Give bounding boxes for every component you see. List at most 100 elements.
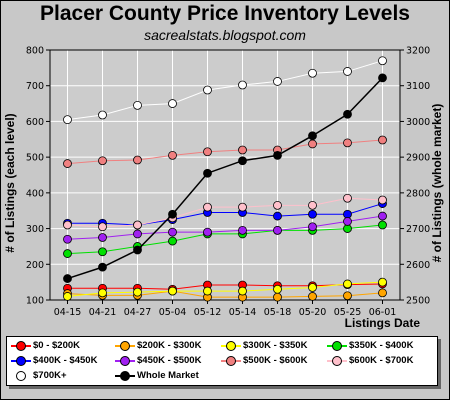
legend-label: $0 - $200K (33, 340, 81, 351)
data-point (203, 85, 212, 95)
data-point (203, 202, 212, 212)
data-point (238, 156, 247, 166)
legend-item: $200K - $300K (115, 339, 201, 353)
data-point (168, 209, 177, 219)
series-line (67, 197, 383, 228)
series-line (67, 224, 383, 255)
data-point (343, 291, 352, 301)
legend-item: $500K - $600K (221, 354, 307, 368)
data-point (238, 225, 247, 235)
y2-axis-label: # of Listings (whole market) (430, 104, 444, 263)
legend-swatch (221, 339, 241, 353)
data-point (98, 156, 107, 166)
data-point (203, 168, 212, 178)
data-point (63, 220, 72, 230)
y2-tick-label: 2700 (406, 224, 430, 235)
data-point (378, 56, 387, 66)
y-tick-label: 200 (26, 260, 44, 271)
legend-item: $700K+ (11, 369, 67, 383)
data-point (273, 200, 282, 210)
line-chart: 100 200 300 400 500 600 700 800 2500 2600 2700 2800… (3, 46, 444, 331)
data-point (63, 249, 72, 258)
data-point (273, 77, 282, 86)
y-tick-label: 400 (26, 188, 44, 199)
x-axis-label: Listings Date (345, 316, 421, 330)
chart-subtitle: sacrealstats.blogspot.com (144, 27, 306, 43)
y-tick-label: 800 (26, 46, 44, 57)
series-line (67, 60, 383, 121)
y2-tick-label: 3000 (406, 117, 430, 128)
data-point (168, 150, 177, 160)
plot-border (49, 49, 401, 301)
data-point (63, 115, 72, 125)
legend-label: $600K - $700K (349, 355, 414, 366)
data-point (308, 222, 317, 232)
data-point (133, 229, 142, 239)
legend-item: Whole Market (115, 369, 199, 383)
legend-swatch (221, 354, 241, 368)
data-point (203, 227, 212, 237)
legend-item: $300K - $350K (221, 339, 307, 353)
series-line (67, 290, 383, 298)
legend-item: $450K - $500K (115, 354, 201, 368)
legend-item: $400K - $450K (11, 354, 97, 368)
y-tick-label: 100 (26, 296, 44, 307)
legend-item: $600K - $700K (327, 354, 413, 368)
data-point (238, 286, 247, 296)
x-tick-label: 05-12 (194, 307, 222, 318)
data-point (378, 220, 387, 230)
legend-marker (226, 356, 236, 366)
data-point (168, 236, 177, 246)
data-point (98, 262, 107, 272)
legend-marker (120, 341, 130, 351)
legend-label: $300K - $350K (243, 340, 308, 351)
legend-marker (226, 341, 236, 351)
data-point (98, 110, 107, 120)
data-point (378, 73, 387, 83)
data-point (308, 292, 317, 301)
legend-swatch (327, 354, 347, 368)
x-tick-label: 05-18 (264, 307, 292, 318)
data-point (273, 211, 282, 221)
data-point (63, 234, 72, 244)
data-point (98, 288, 107, 298)
data-point (308, 200, 317, 210)
data-point (308, 131, 317, 141)
data-point (63, 292, 72, 301)
y-axis-label: # of Listings (each level) (3, 113, 17, 252)
data-point (203, 147, 212, 157)
legend-swatch (115, 369, 135, 383)
series-line (67, 281, 383, 297)
y2-tick-label: 2600 (406, 260, 430, 271)
data-point (133, 155, 142, 165)
y-tick-label: 300 (26, 224, 44, 235)
data-point (273, 292, 282, 302)
data-point (378, 195, 387, 205)
chart-legend: $0 - $200K $200K - $300K $300K - $350K $350… (6, 336, 438, 386)
plot-background (50, 50, 400, 300)
legend-marker (16, 341, 26, 351)
legend-label: $350K - $400K (349, 340, 414, 351)
y-tick-label: 700 (26, 81, 44, 92)
y2-tick-label: 3200 (406, 46, 430, 57)
x-tick-label: 04-21 (89, 307, 117, 318)
legend-item: $350K - $400K (327, 339, 413, 353)
y-tick-label: 600 (26, 117, 44, 128)
data-point (378, 211, 387, 221)
series-line (67, 215, 383, 240)
legend-marker (332, 356, 342, 366)
x-tick-label: 04-15 (54, 307, 82, 318)
chart-title: Placer County Price Inventory Levels (40, 2, 410, 25)
series-line (67, 77, 384, 280)
data-point (378, 288, 387, 298)
data-point (308, 283, 317, 292)
x-tick-label: 05-04 (159, 307, 187, 318)
legend-marker (120, 371, 130, 381)
data-point (343, 279, 352, 289)
x-tick-label: 04-27 (124, 307, 152, 318)
legend-swatch (115, 339, 135, 353)
legend-swatch (115, 354, 135, 368)
data-point (343, 67, 352, 76)
y2-tick-label: 2500 (406, 296, 430, 307)
data-point (238, 202, 247, 212)
